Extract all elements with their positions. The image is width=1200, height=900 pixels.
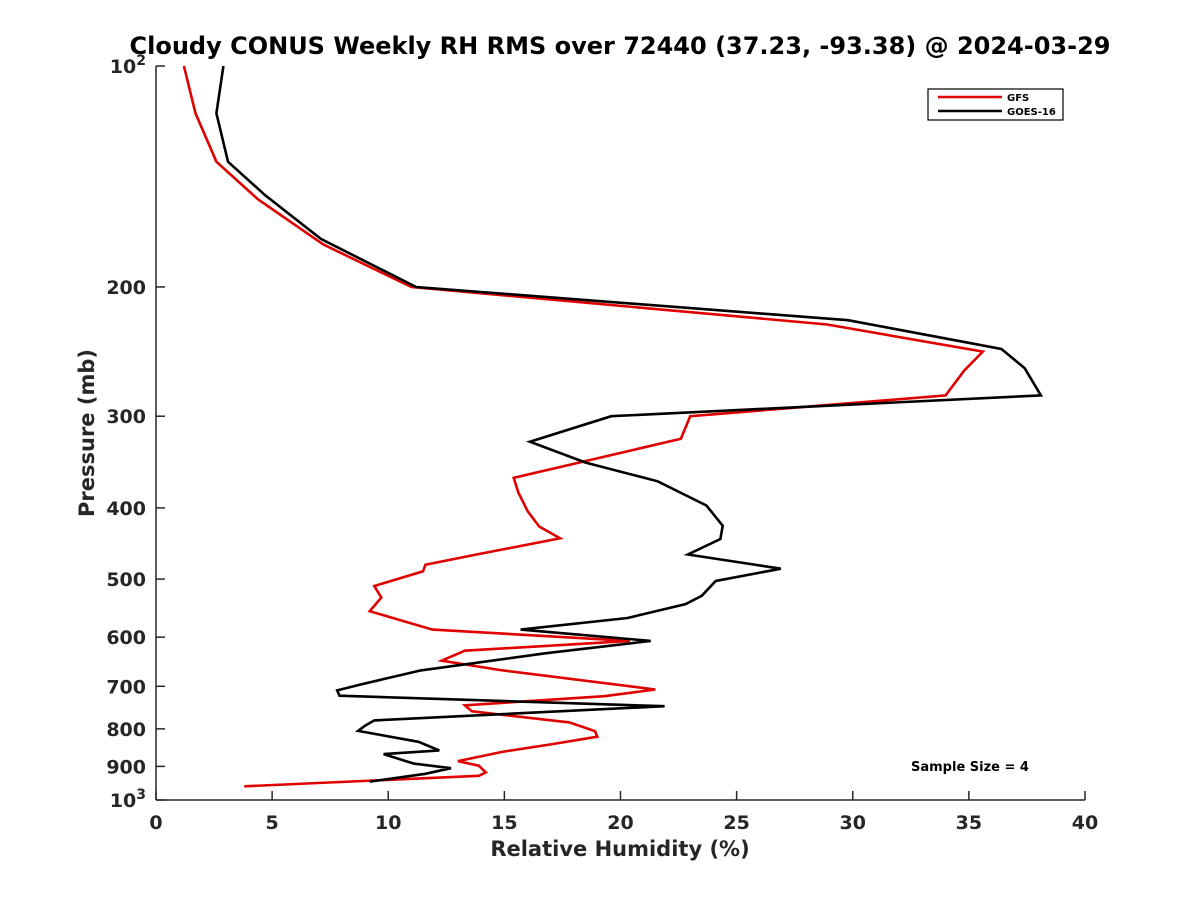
x-tick-label: 10	[375, 812, 401, 834]
sample-size-annotation: Sample Size = 4	[911, 760, 1029, 775]
series-line-goes-16	[215, 65, 1044, 783]
y-tick-label: 300	[106, 406, 146, 428]
legend-box	[927, 88, 1064, 121]
legend-label-gfs: GFS	[1007, 93, 1029, 104]
x-tick-label: 15	[491, 812, 517, 834]
legend-label-goes-16: GOES-16	[1007, 107, 1056, 118]
y-tick-label: 700	[106, 676, 146, 698]
y-tick-label: 900	[106, 756, 146, 778]
y-tick-label: 600	[106, 627, 146, 649]
y-tick-label: 103	[110, 787, 146, 812]
x-tick-label: 35	[956, 812, 982, 834]
y-tick-label: 800	[106, 719, 146, 741]
series-lines	[182, 65, 1044, 788]
y-ticks: 102 200 300 400 500 600 700 800 900 103	[106, 53, 165, 812]
x-tick-label: 20	[607, 812, 633, 834]
y-tick-label: 400	[106, 498, 146, 520]
series-line-gfs	[182, 65, 986, 788]
x-axis-label: Relative Humidity (%)	[490, 837, 749, 861]
x-ticks: 0 5 10 15 20 25 30 35 40	[149, 791, 1098, 834]
chart-title: Cloudy CONUS Weekly RH RMS over 72440 (3…	[130, 32, 1111, 60]
x-tick-label: 5	[266, 812, 279, 834]
y-tick-label: 200	[106, 277, 146, 299]
x-tick-label: 25	[723, 812, 749, 834]
x-tick-label: 40	[1072, 812, 1098, 834]
y-axis-label: Pressure (mb)	[75, 349, 99, 517]
y-tick-label: 102	[110, 53, 146, 78]
plot-axes	[155, 66, 1085, 801]
x-tick-label: 30	[840, 812, 866, 834]
legend: GFS GOES-16	[927, 88, 1064, 121]
x-tick-label: 0	[149, 812, 162, 834]
y-tick-label: 500	[106, 569, 146, 591]
